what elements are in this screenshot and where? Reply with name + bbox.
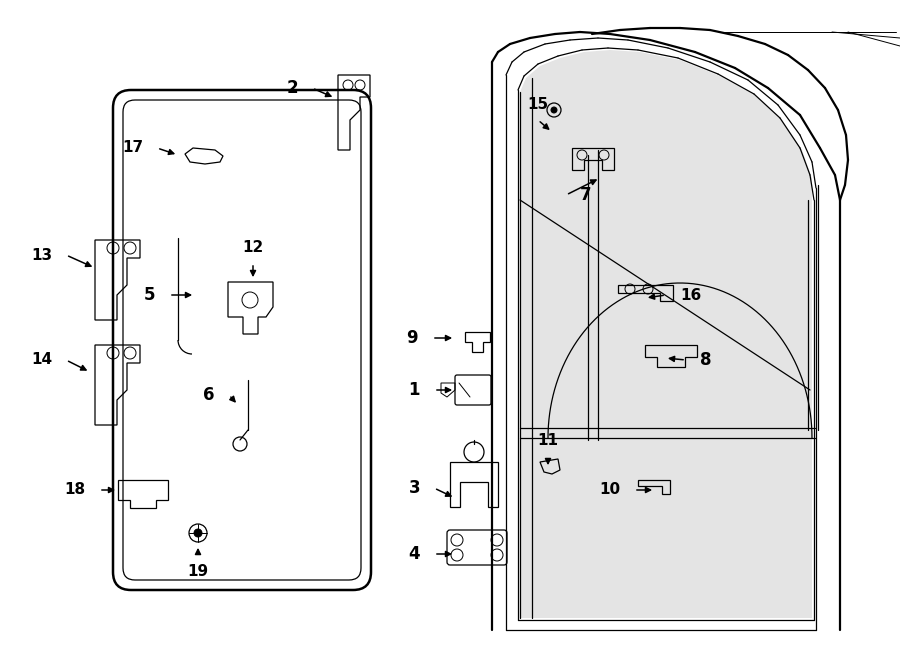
Text: 19: 19: [187, 564, 209, 579]
Text: 8: 8: [700, 351, 712, 369]
Text: 9: 9: [407, 329, 418, 347]
Text: 7: 7: [580, 186, 591, 204]
Text: 15: 15: [527, 97, 549, 112]
Circle shape: [194, 529, 202, 537]
Circle shape: [551, 107, 557, 113]
Text: 12: 12: [242, 240, 264, 255]
Text: 17: 17: [122, 141, 143, 155]
Text: 3: 3: [409, 479, 420, 497]
Text: 5: 5: [143, 286, 155, 304]
Text: 14: 14: [31, 352, 52, 368]
Text: 18: 18: [64, 483, 85, 498]
Text: 10: 10: [598, 483, 620, 498]
Text: 16: 16: [680, 288, 701, 303]
Text: 11: 11: [537, 433, 559, 448]
Text: 1: 1: [409, 381, 420, 399]
Polygon shape: [520, 50, 812, 618]
Text: 2: 2: [286, 79, 298, 97]
Text: 6: 6: [203, 386, 215, 404]
Text: 13: 13: [31, 247, 52, 262]
Text: 4: 4: [409, 545, 420, 563]
